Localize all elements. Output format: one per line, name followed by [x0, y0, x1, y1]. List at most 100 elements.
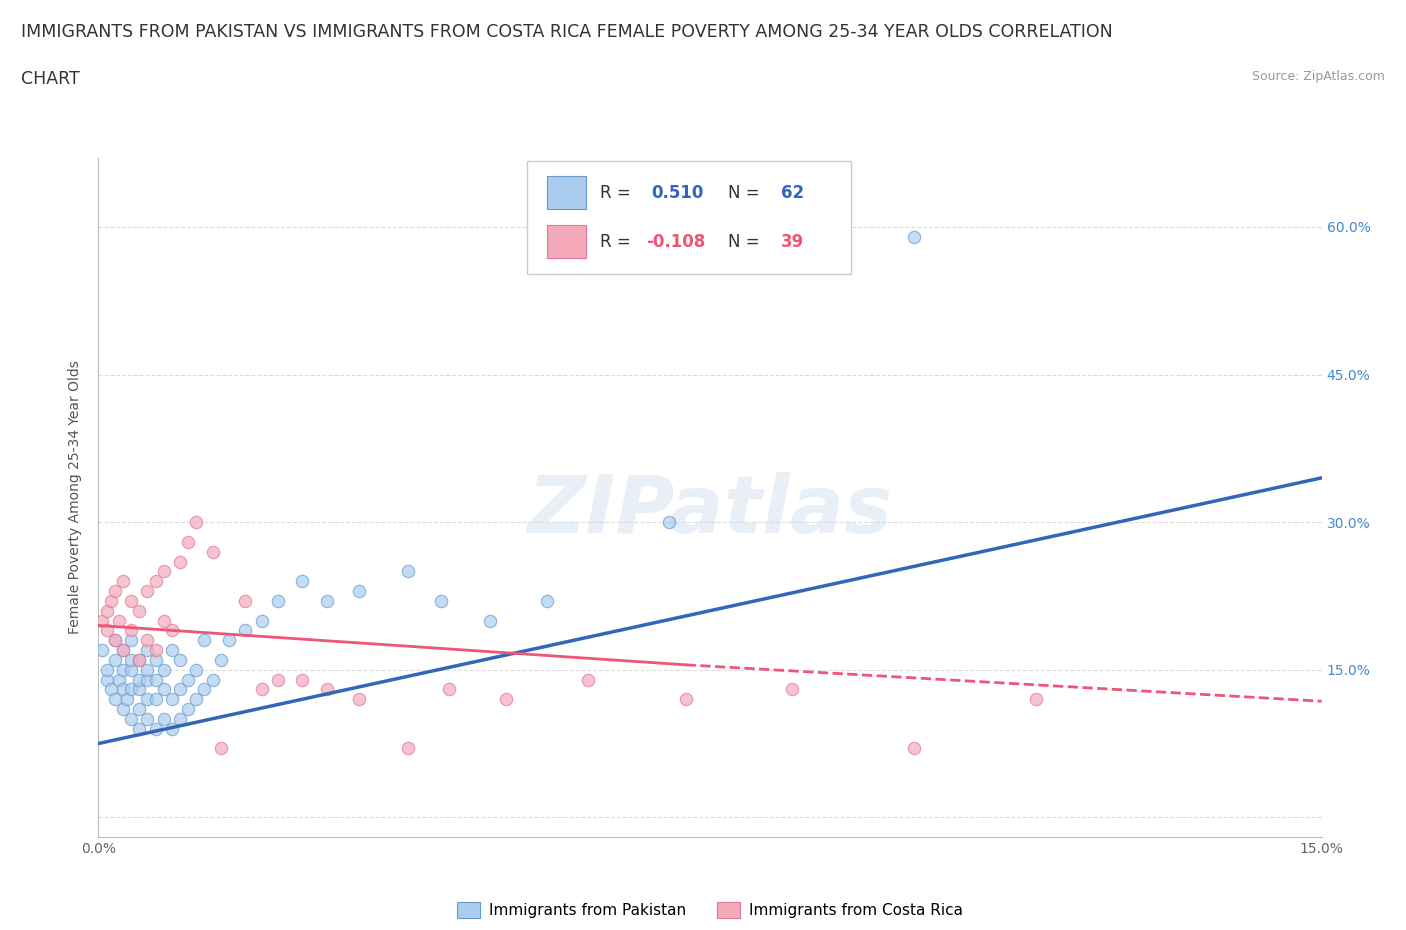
FancyBboxPatch shape: [526, 162, 851, 273]
Point: [169, 554, 191, 569]
Point: [478, 613, 501, 628]
Point: [209, 741, 232, 756]
Point: [152, 613, 174, 628]
Point: [177, 672, 200, 687]
Point: [115, 692, 138, 707]
Point: [120, 632, 142, 647]
Point: [437, 682, 460, 697]
Point: [186, 514, 208, 529]
Point: [136, 672, 159, 687]
Point: [108, 613, 131, 628]
Point: [186, 662, 208, 677]
Point: [111, 682, 134, 697]
Point: [120, 653, 142, 668]
Point: [291, 672, 314, 687]
Text: -0.108: -0.108: [647, 232, 706, 250]
Point: [128, 682, 150, 697]
Point: [96, 604, 118, 618]
Legend: Immigrants from Pakistan, Immigrants from Costa Rica: Immigrants from Pakistan, Immigrants fro…: [451, 897, 969, 924]
Point: [218, 632, 240, 647]
Point: [128, 701, 150, 716]
Point: [145, 653, 167, 668]
Point: [193, 632, 215, 647]
Text: 39: 39: [780, 232, 804, 250]
Point: [145, 672, 167, 687]
Point: [177, 535, 200, 550]
Point: [128, 653, 150, 668]
Point: [177, 701, 200, 716]
Point: [267, 672, 290, 687]
Point: [100, 682, 122, 697]
Y-axis label: Female Poverty Among 25-34 Year Olds: Female Poverty Among 25-34 Year Olds: [69, 361, 83, 634]
Point: [903, 741, 925, 756]
Point: [250, 613, 273, 628]
Point: [780, 682, 803, 697]
Point: [104, 632, 127, 647]
Point: [201, 672, 224, 687]
Point: [111, 662, 134, 677]
Point: [193, 682, 215, 697]
Point: [250, 682, 273, 697]
Point: [315, 593, 337, 608]
Text: N =: N =: [728, 184, 765, 203]
Point: [396, 741, 419, 756]
Point: [495, 692, 517, 707]
Point: [152, 662, 174, 677]
Point: [136, 643, 159, 658]
Point: [160, 722, 183, 737]
Point: [111, 574, 134, 589]
Point: [160, 623, 183, 638]
FancyBboxPatch shape: [547, 225, 586, 258]
Point: [111, 643, 134, 658]
Point: [111, 643, 134, 658]
Point: [430, 593, 453, 608]
Point: [186, 692, 208, 707]
Point: [169, 711, 191, 726]
Point: [349, 692, 371, 707]
Point: [120, 682, 142, 697]
Text: N =: N =: [728, 232, 765, 250]
Point: [349, 584, 371, 599]
Point: [152, 682, 174, 697]
Point: [96, 662, 118, 677]
Point: [152, 564, 174, 578]
Text: ZIPatlas: ZIPatlas: [527, 472, 893, 551]
Point: [111, 701, 134, 716]
Point: [128, 722, 150, 737]
Point: [201, 544, 224, 559]
Point: [96, 623, 118, 638]
Point: [145, 692, 167, 707]
Point: [104, 692, 127, 707]
Point: [145, 643, 167, 658]
Point: [396, 564, 419, 578]
Point: [315, 682, 337, 697]
Point: [91, 613, 114, 628]
Point: [169, 682, 191, 697]
Point: [136, 662, 159, 677]
Point: [136, 692, 159, 707]
Point: [136, 632, 159, 647]
Point: [104, 584, 127, 599]
Point: [104, 632, 127, 647]
Point: [152, 711, 174, 726]
Point: [128, 604, 150, 618]
Point: [104, 653, 127, 668]
Point: [100, 593, 122, 608]
Point: [120, 593, 142, 608]
Text: Source: ZipAtlas.com: Source: ZipAtlas.com: [1251, 70, 1385, 83]
Point: [903, 230, 925, 245]
Point: [128, 672, 150, 687]
Point: [675, 692, 697, 707]
Point: [576, 672, 599, 687]
Point: [96, 672, 118, 687]
Text: IMMIGRANTS FROM PAKISTAN VS IMMIGRANTS FROM COSTA RICA FEMALE POVERTY AMONG 25-3: IMMIGRANTS FROM PAKISTAN VS IMMIGRANTS F…: [21, 23, 1112, 41]
FancyBboxPatch shape: [547, 177, 586, 209]
Point: [169, 653, 191, 668]
Point: [120, 711, 142, 726]
Point: [267, 593, 290, 608]
Point: [233, 623, 256, 638]
Point: [160, 692, 183, 707]
Point: [136, 584, 159, 599]
Text: R =: R =: [600, 184, 636, 203]
Point: [160, 643, 183, 658]
